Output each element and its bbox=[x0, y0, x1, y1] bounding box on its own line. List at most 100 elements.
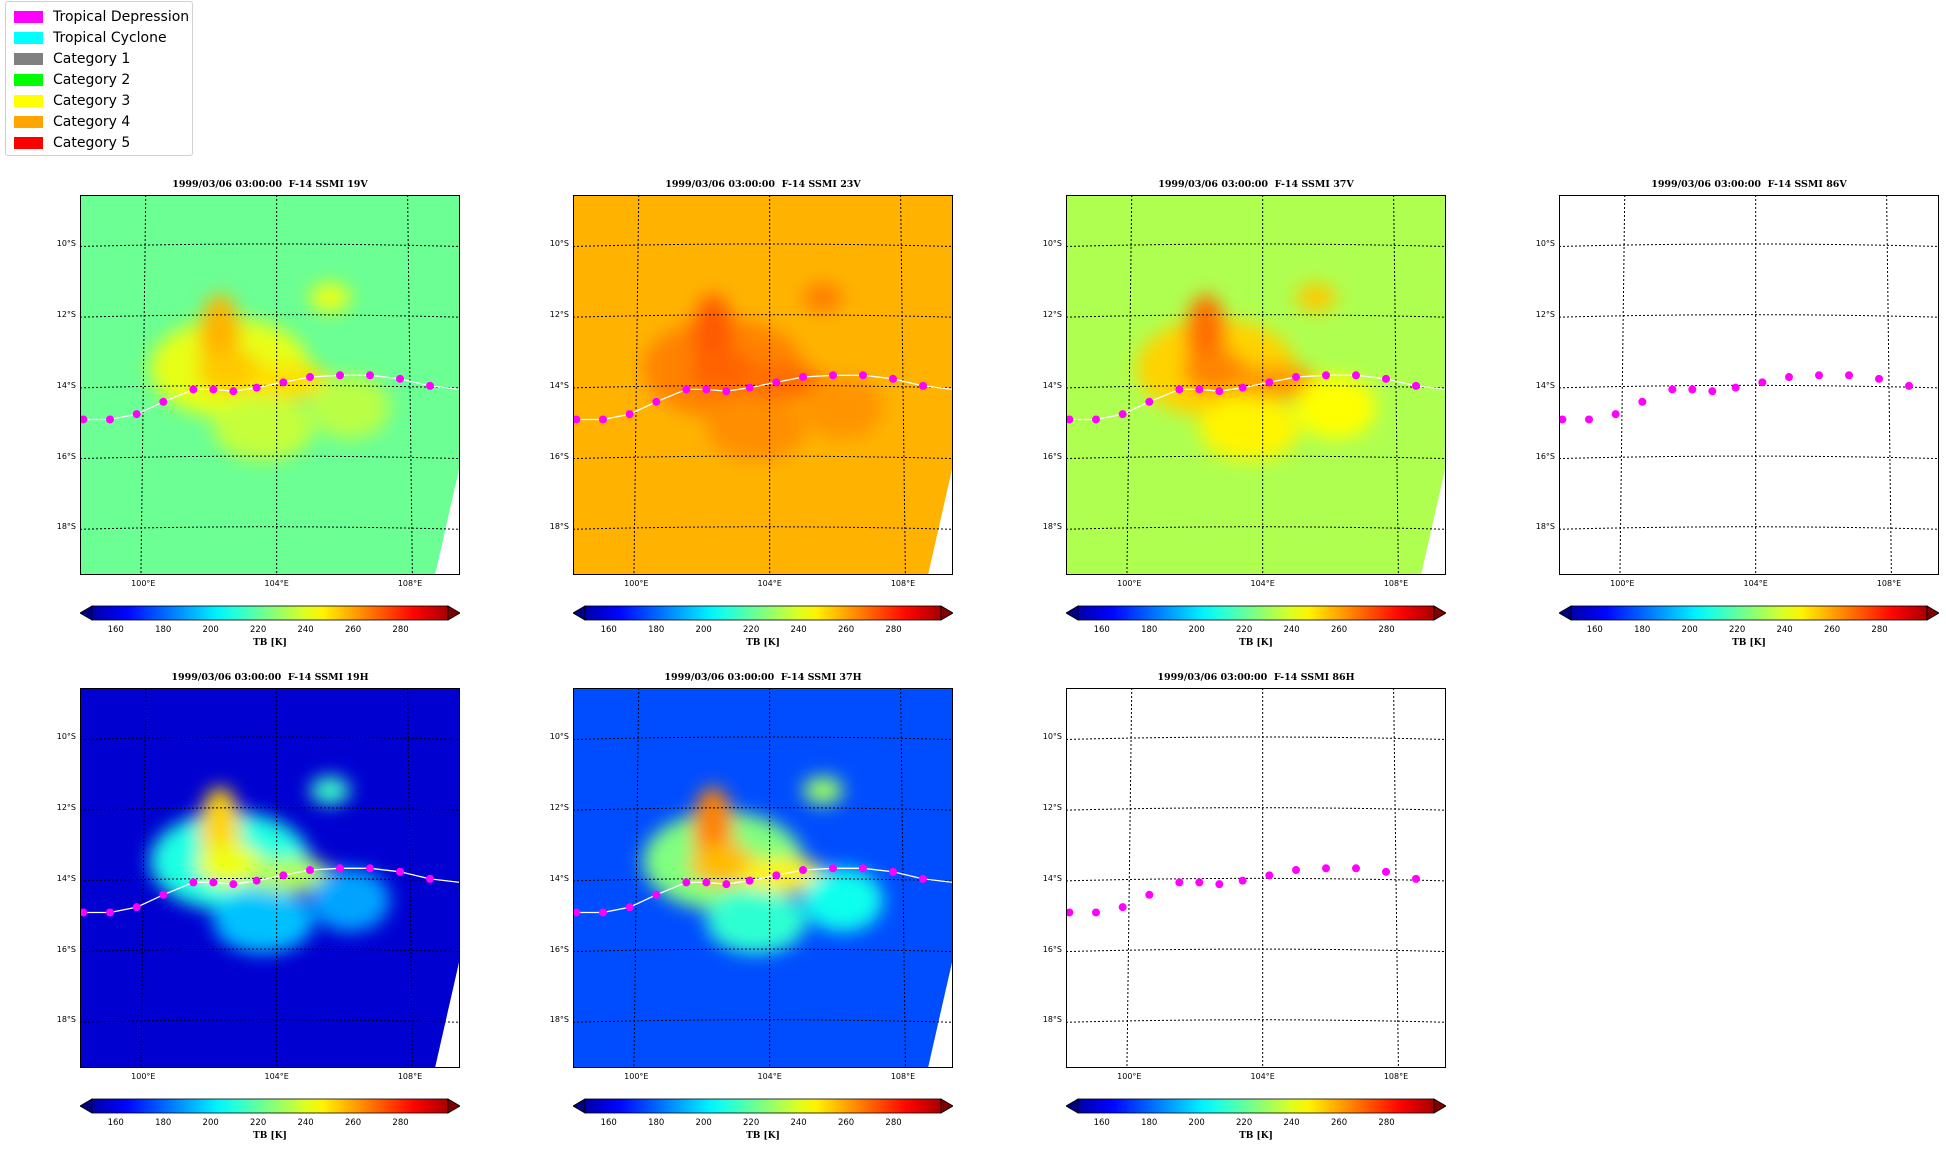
legend-label: Category 1 bbox=[53, 51, 131, 67]
graticule-lat-line bbox=[1066, 1019, 1446, 1023]
graticule-lat-line bbox=[1559, 526, 1939, 530]
graticule-lat-line bbox=[573, 1019, 953, 1023]
lat-tick-label: 10°S bbox=[1042, 239, 1062, 249]
colorbar bbox=[80, 605, 460, 621]
lat-tick-label: 18°S bbox=[1042, 1015, 1062, 1025]
graticule-lon-line bbox=[1126, 195, 1133, 575]
panel-title: 1999/03/06 03:00:00 F-14 SSMI 86V bbox=[1651, 179, 1847, 190]
colorbar-tick-label: 200 bbox=[1681, 625, 1698, 635]
storm-track-point bbox=[1118, 903, 1127, 912]
colorbar-tick-label: 280 bbox=[885, 1118, 902, 1128]
colorbar-tick-label: 160 bbox=[107, 625, 124, 635]
panel-title: 1999/03/06 03:00:00 F-14 SSMI 19H bbox=[171, 672, 369, 683]
graticule-lat-line bbox=[573, 384, 953, 389]
lat-tick-label: 10°S bbox=[56, 732, 76, 742]
lon-tick-label: 108°E bbox=[890, 1072, 916, 1081]
graticule-lat-line bbox=[573, 877, 953, 882]
storm-track-point bbox=[366, 864, 374, 873]
storm-track-point bbox=[772, 378, 781, 387]
tb-map-panel: 1999/03/06 03:00:00 F-14 SSMI 86H 10°S 12°… bbox=[1043, 672, 1566, 1174]
lat-tick-label: 12°S bbox=[549, 310, 569, 320]
storm-track-point bbox=[919, 874, 927, 883]
graticule-lat-line bbox=[1559, 455, 1939, 460]
colorbar-tick-label: 260 bbox=[1330, 625, 1348, 635]
tb-cell bbox=[1296, 283, 1336, 312]
storm-track-point bbox=[1815, 371, 1823, 380]
tb-cell bbox=[310, 283, 350, 312]
lon-tick-label: 100°E bbox=[1610, 579, 1635, 588]
graticule-lat-line bbox=[573, 948, 953, 953]
colorbar-tick-label: 180 bbox=[1634, 625, 1651, 635]
storm-track-point bbox=[799, 866, 807, 875]
colorbar-tick-label: 280 bbox=[885, 625, 902, 635]
lat-tick-label: 16°S bbox=[56, 451, 76, 461]
lat-tick-label: 16°S bbox=[1042, 944, 1062, 954]
storm-track-point bbox=[279, 378, 288, 387]
storm-track-point bbox=[80, 908, 88, 917]
colorbar-extend-max bbox=[1433, 605, 1446, 621]
colorbar bbox=[1066, 605, 1446, 621]
storm-track-point bbox=[1195, 385, 1204, 394]
storm-track-point bbox=[426, 874, 434, 883]
lat-tick-label: 12°S bbox=[1535, 310, 1555, 320]
legend-item: Category 3 bbox=[14, 91, 130, 111]
legend-swatch bbox=[14, 116, 43, 128]
legend-swatch bbox=[14, 137, 43, 149]
legend-swatch bbox=[14, 74, 43, 86]
tb-storm-field bbox=[643, 283, 883, 461]
colorbar-tick-label: 160 bbox=[107, 1118, 124, 1128]
storm-track-point bbox=[799, 373, 807, 382]
panel-title: 1999/03/06 03:00:00 F-14 SSMI 86H bbox=[1157, 672, 1355, 683]
storm-track-point bbox=[229, 880, 238, 889]
colorbar-tick-label: 200 bbox=[202, 625, 219, 635]
colorbar-tick-label: 200 bbox=[695, 625, 712, 635]
colorbar-tick-label: 220 bbox=[250, 1118, 267, 1128]
storm-track-point bbox=[1785, 373, 1793, 382]
graticule-lat-line bbox=[573, 455, 953, 460]
colorbar-tick-label: 260 bbox=[344, 625, 362, 635]
storm-track-point bbox=[159, 397, 168, 406]
storm-track-point bbox=[1145, 397, 1154, 406]
colorbar-gradient bbox=[584, 605, 942, 621]
lon-tick-label: 100°E bbox=[1117, 1072, 1142, 1081]
graticule-lat-line bbox=[80, 243, 460, 247]
swath-edge bbox=[928, 958, 953, 1068]
tb-background bbox=[1066, 688, 1446, 1068]
colorbar-tick-label: 160 bbox=[600, 625, 617, 635]
storm-track-point bbox=[1265, 871, 1274, 880]
map-frame bbox=[80, 688, 460, 1068]
storm-track-point bbox=[209, 385, 218, 394]
graticule-lat-line bbox=[1066, 455, 1446, 460]
storm-track-point bbox=[1731, 383, 1740, 392]
colorbar-tick-label: 220 bbox=[743, 1118, 760, 1128]
lon-tick-label: 100°E bbox=[131, 1072, 156, 1081]
storm-track-point bbox=[919, 381, 927, 390]
lat-tick-label: 18°S bbox=[549, 522, 569, 532]
graticule-lon-line bbox=[407, 688, 413, 1068]
map-frame bbox=[1559, 195, 1939, 575]
lat-tick-label: 14°S bbox=[56, 873, 76, 883]
lon-tick-label: 100°E bbox=[1117, 579, 1142, 588]
colorbar-tick-label: 240 bbox=[1776, 625, 1793, 635]
colorbar bbox=[1559, 605, 1939, 621]
graticule-lat-line bbox=[573, 526, 953, 530]
tb-background bbox=[1559, 195, 1939, 575]
map-canvas bbox=[80, 688, 460, 1068]
storm-track-point bbox=[209, 878, 218, 887]
tb-cell bbox=[803, 283, 843, 312]
storm-track-point bbox=[682, 385, 691, 394]
lat-tick-label: 16°S bbox=[1535, 451, 1555, 461]
legend-item: Tropical Depression bbox=[14, 7, 189, 27]
map-frame bbox=[573, 688, 953, 1068]
graticule-lat-line bbox=[80, 455, 460, 460]
lat-tick-label: 12°S bbox=[1042, 310, 1062, 320]
lat-tick-label: 18°S bbox=[56, 522, 76, 532]
lon-tick-label: 108°E bbox=[1876, 579, 1902, 588]
storm-track-point bbox=[599, 415, 607, 424]
map-frame bbox=[573, 195, 953, 575]
storm-track-point bbox=[1905, 381, 1913, 390]
colorbar-extend-min bbox=[80, 1098, 93, 1114]
graticule-lon-line bbox=[140, 195, 147, 575]
storm-track-point bbox=[889, 867, 897, 876]
lat-tick-label: 12°S bbox=[56, 803, 76, 813]
